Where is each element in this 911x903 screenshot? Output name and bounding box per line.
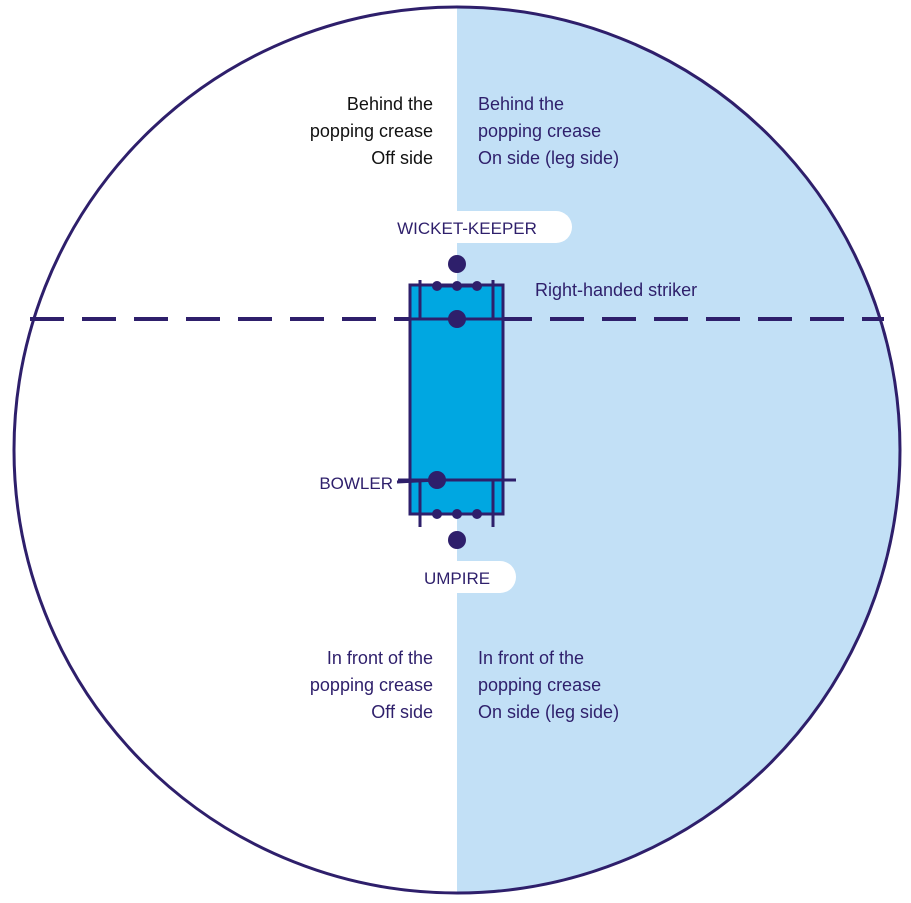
wicket-keeper-pill: [362, 211, 572, 243]
quadrant-text-line: Off side: [371, 148, 433, 168]
stumps-bottom: [432, 509, 482, 519]
quadrant-bottom-left: In front of the popping crease Off side: [310, 648, 433, 722]
wicket-keeper-label: WICKET-KEEPER: [397, 219, 537, 238]
quadrant-text-line: On side (leg side): [478, 702, 619, 722]
quadrant-text-line: popping crease: [478, 121, 601, 141]
quadrant-text-line: popping crease: [478, 675, 601, 695]
bowler-label: BOWLER: [319, 474, 393, 493]
quadrant-top-left: Behind the popping crease Off side: [310, 94, 433, 168]
stumps-top: [432, 281, 482, 291]
umpire-marker: [448, 531, 466, 549]
quadrant-text-line: In front of the: [327, 648, 433, 668]
quadrant-text-line: In front of the: [478, 648, 584, 668]
striker-label: Right-handed striker: [535, 280, 697, 300]
quadrant-text-line: Behind the: [347, 94, 433, 114]
quadrant-bottom-right: In front of the popping crease On side (…: [478, 648, 619, 722]
field-boundary: [12, 5, 902, 895]
bowler-leader-line: [396, 478, 438, 484]
quadrant-text-line: On side (leg side): [478, 148, 619, 168]
quadrant-text-line: popping crease: [310, 121, 433, 141]
striker-marker: [448, 310, 466, 328]
umpire-pill: [398, 561, 516, 593]
quadrant-text-line: Off side: [371, 702, 433, 722]
umpire-label: UMPIRE: [424, 569, 490, 588]
quadrant-text-line: popping crease: [310, 675, 433, 695]
wicket-keeper-marker: [448, 255, 466, 273]
quadrant-top-right: Behind the popping crease On side (leg s…: [478, 94, 619, 168]
quadrant-text-line: Behind the: [478, 94, 564, 114]
